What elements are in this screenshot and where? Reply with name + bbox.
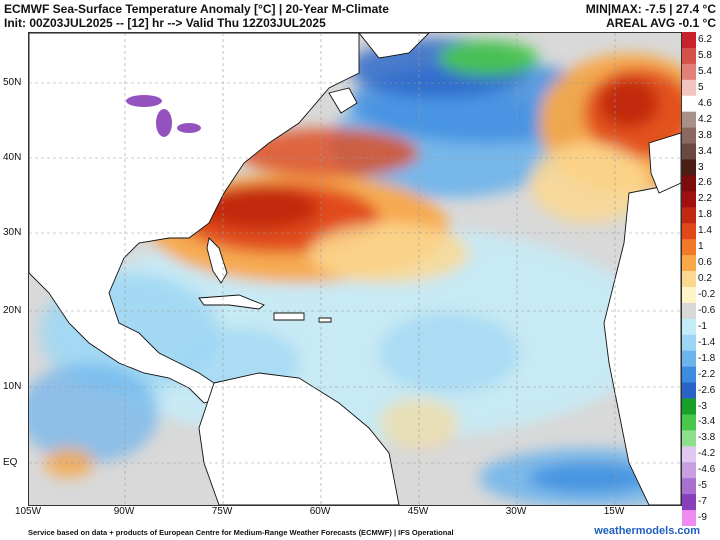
colorbar-swatch [682,462,696,479]
colorbar-swatch [682,334,696,352]
min-max-readout: MIN|MAX: -7.5 | 27.4 °C [585,2,716,16]
colorbar-swatch [682,47,696,65]
hispaniola [273,312,305,321]
colorbar-label: 2.2 [698,193,712,205]
colorbar-label: 1.4 [698,225,712,237]
colorbar-label: -3 [698,400,707,412]
florida [206,237,228,284]
iberia [648,132,681,194]
greenland-edge [358,33,430,59]
colorbar-swatch [682,159,696,176]
colorbar-label: -0.6 [698,304,716,316]
lon-label-15w: 15W [603,506,625,517]
lat-label-20n: 20N [3,305,22,316]
colorbar-swatch [682,32,696,49]
colorbar-swatch [682,191,696,208]
colorbar-swatch [682,414,696,431]
lon-label-30w: 30W [505,506,527,517]
lon-label-60w: 60W [309,506,331,517]
data-credit: Service based on data + products of Euro… [28,528,454,537]
map-title: ECMWF Sea-Surface Temperature Anomaly [°… [4,2,389,16]
areal-average-readout: AREAL AVG -0.1 °C [606,16,716,30]
colorbar-swatch [682,127,696,145]
colorbar-label: 0.6 [698,257,712,269]
colorbar [682,32,696,526]
colorbar-swatch [682,255,696,272]
newfoundland [328,87,358,114]
colorbar-label: -2.2 [698,368,716,380]
great-lakes [126,95,201,137]
colorbar-swatch [682,271,696,288]
colorbar-label: 4.6 [698,97,712,109]
africa [603,182,681,505]
colorbar-swatch [682,382,696,400]
colorbar-label: 5.4 [698,65,712,77]
south-america [198,372,400,505]
colorbar-swatch [682,63,696,81]
init-valid-line: Init: 00Z03JUL2025 -- [12] hr --> Valid … [4,16,326,30]
colorbar-label: -5 [698,480,707,492]
colorbar-swatch [682,478,696,495]
colorbar-label: 0.2 [698,273,712,284]
colorbar-swatch [682,318,696,336]
colorbar-label: -0.2 [698,288,716,300]
gridlines [29,33,681,505]
anomaly-map[interactable] [28,32,682,506]
land-masses [29,33,681,505]
colorbar-label: 2.6 [698,177,712,189]
colorbar-label: -1.8 [698,352,716,364]
cuba [198,294,265,310]
colorbar-label: 6.2 [698,34,712,45]
colorbar-label: 5.8 [698,49,712,61]
colorbar-label: 5 [698,81,704,93]
site-link[interactable]: weathermodels.com [594,525,700,537]
colorbar-swatch [682,79,696,97]
lat-label-30n: 30N [3,227,22,238]
colorbar-label: -2.6 [698,384,716,396]
colorbar-label: 3.4 [698,145,712,157]
lat-label-40n: 40N [3,152,22,163]
colorbar-label: -3.8 [698,432,716,444]
colorbar-swatch [682,143,696,160]
colorbar-label: -1 [698,320,707,332]
puerto-rico [318,317,332,323]
lon-label-45w: 45W [407,506,429,517]
lat-label-50n: 50N [3,77,22,88]
lat-label-10n: 10N [3,381,22,392]
colorbar-swatch [682,350,696,368]
colorbar-swatch [682,494,696,511]
lon-label-75w: 75W [211,506,233,517]
colorbar-swatch [682,239,696,256]
colorbar-label: -3.4 [698,416,716,428]
colorbar-label: 1 [698,241,704,253]
colorbar-swatch [682,366,696,384]
colorbar-label: -9 [698,512,707,523]
colorbar-swatch [682,111,696,129]
colorbar-swatch [682,95,696,113]
map-canvas [29,33,681,505]
colorbar-swatch [682,446,696,463]
colorbar-swatch [682,175,696,192]
colorbar-swatch [682,286,696,304]
colorbar-swatch [682,430,696,447]
colorbar-label: 3.8 [698,129,712,141]
lon-label-105w: 105W [14,506,42,517]
colorbar-label: 1.8 [698,209,712,221]
colorbar-label: -4.6 [698,464,716,476]
lat-label-eq: EQ [3,457,18,468]
colorbar-swatch [682,510,696,526]
colorbar-label: -4.2 [698,448,716,460]
lon-label-90w: 90W [113,506,135,517]
colorbar-label: 4.2 [698,113,712,125]
colorbar-swatch [682,223,696,240]
colorbar-label: -1.4 [698,336,716,348]
colorbar-label: -7 [698,496,707,508]
colorbar-label: 3 [698,161,704,173]
north-america [29,33,360,404]
colorbar-swatch [682,302,696,320]
colorbar-swatch [682,398,696,415]
colorbar-swatch [682,207,696,224]
